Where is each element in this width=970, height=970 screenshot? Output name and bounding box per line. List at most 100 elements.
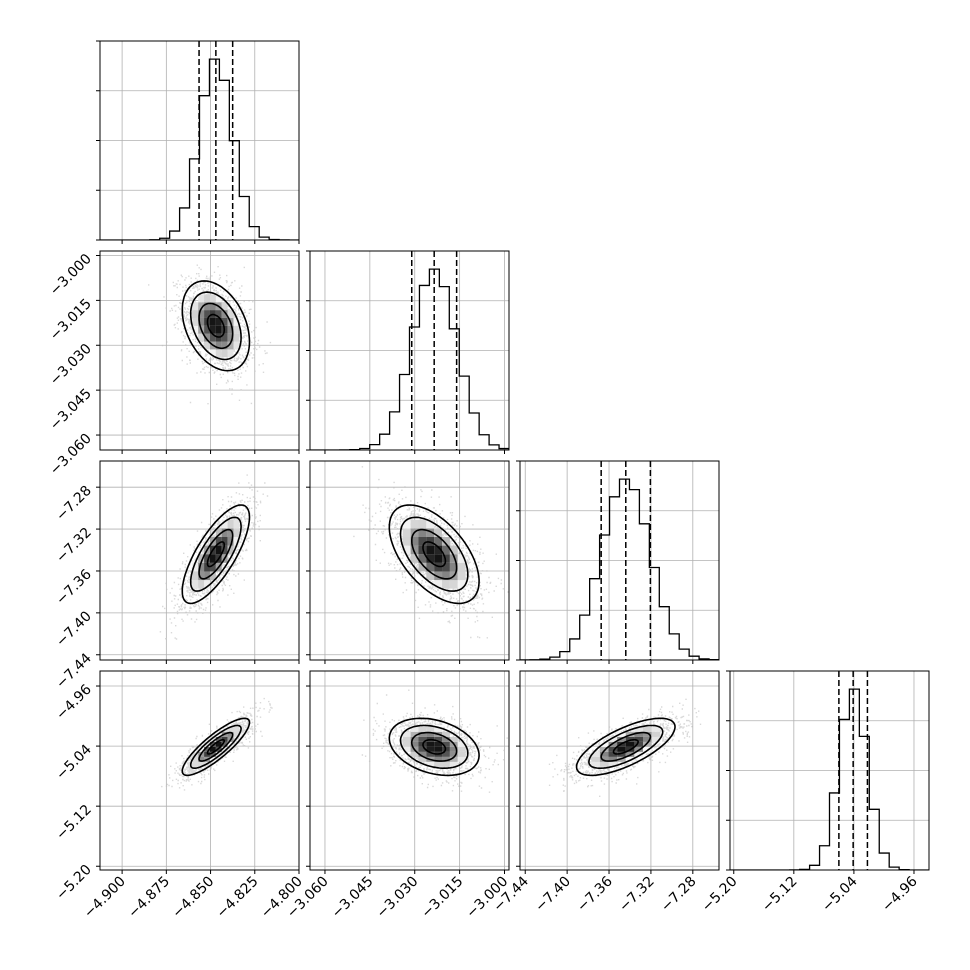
density-cell [221, 545, 228, 555]
density-cell [442, 571, 450, 581]
density-cell [651, 726, 661, 732]
density-cell [233, 333, 240, 342]
density-cell [410, 751, 419, 757]
density-cell [608, 756, 618, 762]
density-cell [192, 562, 199, 572]
panel-frame [99, 250, 300, 451]
density-cell [227, 310, 234, 318]
contour-0 [612, 738, 639, 755]
density-cell [233, 731, 240, 737]
density-cell [227, 349, 234, 358]
panel-2-3 [516, 670, 720, 874]
density-cell [426, 519, 435, 529]
x-tick-label: −5.12 [759, 874, 801, 916]
density-cell [233, 536, 240, 546]
contour-0 [206, 738, 226, 755]
x-tick-label: −4.825 [214, 874, 262, 922]
density-cell [426, 571, 435, 581]
density-cell [434, 545, 443, 555]
contour-3 [181, 717, 251, 777]
density-cell [209, 741, 216, 747]
density-cell [410, 736, 419, 742]
contour-1 [198, 528, 234, 580]
panel-frame [519, 670, 720, 871]
contour-3 [388, 717, 480, 777]
density-cell [204, 554, 210, 563]
contour-0 [206, 541, 226, 568]
density-cell [418, 536, 427, 546]
y-tick-label: −5.04 [53, 742, 95, 784]
density-cell [209, 302, 216, 311]
density-cell [233, 325, 240, 334]
x-tick-label: −7.40 [532, 874, 574, 916]
density-cell [198, 554, 205, 563]
density-cell [410, 726, 419, 732]
density-cell [227, 545, 234, 555]
density-cell [227, 341, 234, 350]
grid [310, 251, 509, 450]
density-cell [198, 310, 205, 318]
density-cell [215, 746, 222, 752]
grid [310, 671, 509, 870]
density-cell [457, 562, 466, 572]
density-cell [227, 528, 234, 537]
density-cell [634, 731, 644, 737]
contour-3 [181, 504, 251, 605]
density-cell [198, 333, 205, 342]
contour-1 [198, 302, 234, 350]
density-cell [442, 562, 450, 572]
density-cell [599, 756, 609, 762]
density-cell [418, 519, 427, 529]
density-cell [198, 756, 205, 762]
density-cell [442, 756, 450, 762]
histogram-3 [730, 688, 929, 870]
contour-2 [189, 291, 242, 361]
density-cell [233, 317, 240, 326]
density-cell [426, 741, 435, 747]
density-cell [426, 554, 435, 563]
panel-0-0 [96, 40, 300, 244]
density-cell [221, 736, 228, 742]
density-cell [418, 545, 427, 555]
density-cell [449, 580, 458, 589]
density-cell [209, 349, 216, 358]
density-cell [227, 333, 234, 342]
x-tick-label: −4.900 [81, 874, 129, 922]
density-cell [204, 333, 210, 342]
density-cell [457, 554, 466, 563]
density-cell [204, 294, 210, 303]
density-cell [442, 731, 450, 737]
contour-2 [399, 724, 469, 769]
panel-1-1 [306, 250, 510, 454]
density-cell [426, 545, 435, 555]
panel-3-3 [726, 670, 930, 874]
density-cell [634, 741, 644, 747]
density-cell [221, 341, 228, 350]
density-cell [457, 751, 466, 757]
density-cell [608, 761, 618, 767]
density-cell [418, 736, 427, 742]
density-cell [221, 746, 228, 752]
scatter-points [161, 697, 273, 791]
density-cell [209, 325, 216, 334]
density-cell [215, 751, 222, 757]
contour-1 [411, 528, 458, 580]
density-cell [410, 731, 419, 737]
density-cell [442, 580, 450, 589]
density-cell [418, 726, 427, 732]
density-cell [651, 736, 661, 742]
y-tick-label: −5.12 [53, 802, 95, 844]
density-cell [617, 731, 626, 737]
histogram-2 [520, 478, 719, 660]
panel-1-3 [306, 670, 510, 874]
density-cell [434, 746, 443, 752]
density-cell [434, 736, 443, 742]
density-cell [402, 536, 411, 546]
density-cell [209, 317, 216, 326]
density-cell [192, 580, 199, 589]
density-cell [227, 536, 234, 546]
scatter-points [548, 698, 702, 797]
density-cell [457, 741, 466, 747]
density-cell [426, 761, 435, 767]
